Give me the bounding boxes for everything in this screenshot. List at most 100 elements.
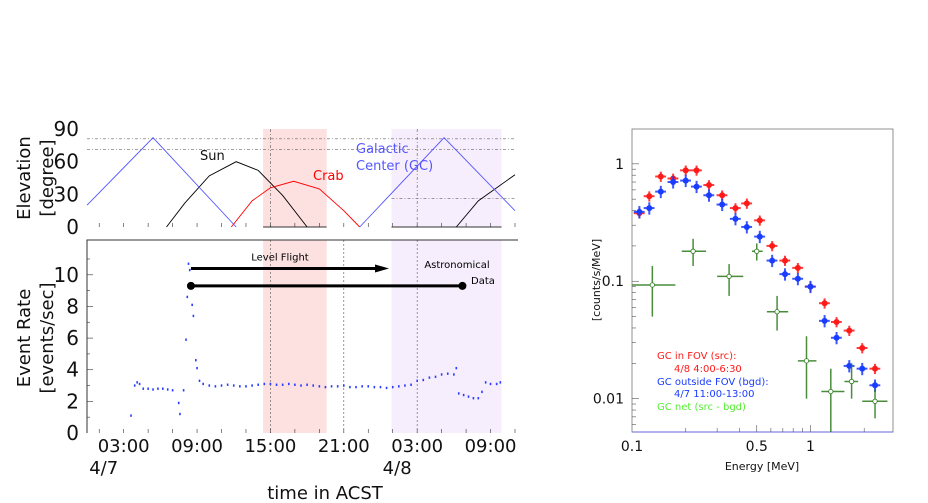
y-axis-label: Elevation	[14, 136, 35, 220]
legend-entry-net: GC net (src - bgd)	[657, 402, 746, 413]
data-point	[472, 396, 475, 400]
y-tick-label: 0	[66, 215, 79, 239]
data-point	[198, 379, 201, 382]
data-point	[467, 395, 470, 398]
data-point	[147, 387, 149, 390]
series-line-galactic	[359, 137, 516, 228]
data-point	[281, 383, 284, 386]
x-axis-label: time in ACST	[267, 483, 384, 503]
x-axis-label: Energy [MeV]	[725, 460, 799, 473]
data-point	[157, 387, 159, 390]
endpoint-marker	[458, 281, 467, 290]
data-point	[343, 384, 345, 387]
elevation-plot: 0 30 60 90 Elevation [degree] Sun Crab Galactic C…	[14, 117, 516, 239]
arrow-head-icon	[375, 264, 390, 273]
astronomical-data-label: Astronomical	[424, 260, 489, 271]
data-point	[373, 385, 376, 389]
crab-label: Crab	[313, 169, 344, 184]
data-point	[202, 382, 204, 386]
series-line-sun	[455, 174, 516, 228]
data-point	[682, 167, 689, 174]
shaded-region	[391, 240, 502, 433]
data-point	[251, 384, 253, 387]
y-axis-label: [degree]	[37, 139, 58, 216]
data-point	[646, 205, 653, 212]
data-point	[306, 383, 308, 386]
y-axis-label: [events/sec]	[37, 282, 58, 393]
data-point	[188, 268, 191, 272]
data-point	[769, 257, 776, 264]
shaded-region	[263, 240, 327, 433]
data-point	[275, 383, 278, 386]
x-date-label: 4/7	[89, 458, 118, 479]
data-point	[239, 385, 241, 388]
y-tick-label: 1	[615, 157, 624, 173]
x-tick-label: 0.5	[746, 439, 768, 455]
data-point	[782, 257, 789, 264]
data-point	[416, 379, 418, 382]
data-point	[208, 384, 211, 387]
data-point	[422, 378, 425, 382]
data-point	[499, 381, 502, 384]
data-point	[846, 327, 853, 334]
data-point	[133, 384, 136, 387]
data-point	[732, 215, 739, 222]
legend-entry-src: GC in FOV (src):	[657, 351, 736, 362]
data-point	[269, 382, 272, 386]
data-point	[257, 383, 259, 386]
data-point	[774, 309, 780, 315]
data-point	[379, 385, 382, 389]
data-point	[349, 385, 351, 389]
data-point	[367, 385, 370, 388]
data-point	[428, 376, 431, 379]
astronomical-data-label: Data	[471, 276, 495, 287]
data-point	[807, 283, 814, 290]
x-tick-label: 15:00	[244, 436, 296, 457]
data-point	[462, 393, 465, 397]
data-point	[453, 373, 455, 376]
y-tick-label: 90	[54, 117, 79, 141]
data-point	[670, 179, 677, 186]
x-tick-label: 09:00	[171, 436, 223, 457]
data-point	[794, 264, 801, 271]
legend-entry-src-detail: 4/8 4:00-6:30	[674, 364, 742, 375]
data-point	[782, 271, 789, 278]
data-point	[142, 387, 145, 390]
data-point	[196, 366, 198, 370]
gc-label: Center (GC)	[356, 159, 433, 174]
data-point	[287, 382, 290, 386]
data-point	[846, 362, 853, 369]
data-point	[489, 382, 492, 386]
data-point	[657, 173, 664, 180]
level-flight-label: Level Flight	[251, 252, 309, 263]
data-point	[769, 242, 776, 249]
data-point	[732, 205, 739, 212]
data-point	[398, 385, 400, 388]
data-point	[719, 201, 726, 208]
y-tick-label: 6	[66, 326, 79, 350]
data-point	[649, 282, 655, 288]
data-point	[385, 386, 388, 390]
data-point	[446, 372, 449, 375]
data-point	[191, 303, 193, 307]
data-point	[743, 200, 750, 207]
data-point	[226, 383, 229, 386]
y-tick-label: 30	[54, 182, 79, 206]
data-point	[646, 193, 653, 200]
data-point	[859, 365, 866, 372]
data-point	[495, 382, 498, 386]
data-point	[136, 381, 138, 384]
y-axis-label: [counts/s/MeV]	[590, 239, 603, 321]
legend-entry-bgd-detail: 4/7 11:00-13:00	[674, 389, 755, 400]
data-point	[756, 217, 763, 224]
series-line-galactic	[86, 137, 237, 228]
data-point	[833, 318, 840, 325]
y-tick-label: 0.1	[602, 274, 624, 290]
x-tick-label: 03:00	[98, 436, 150, 457]
data-point	[690, 248, 696, 254]
data-point	[821, 300, 828, 307]
data-point	[404, 384, 406, 387]
data-point	[355, 385, 357, 389]
